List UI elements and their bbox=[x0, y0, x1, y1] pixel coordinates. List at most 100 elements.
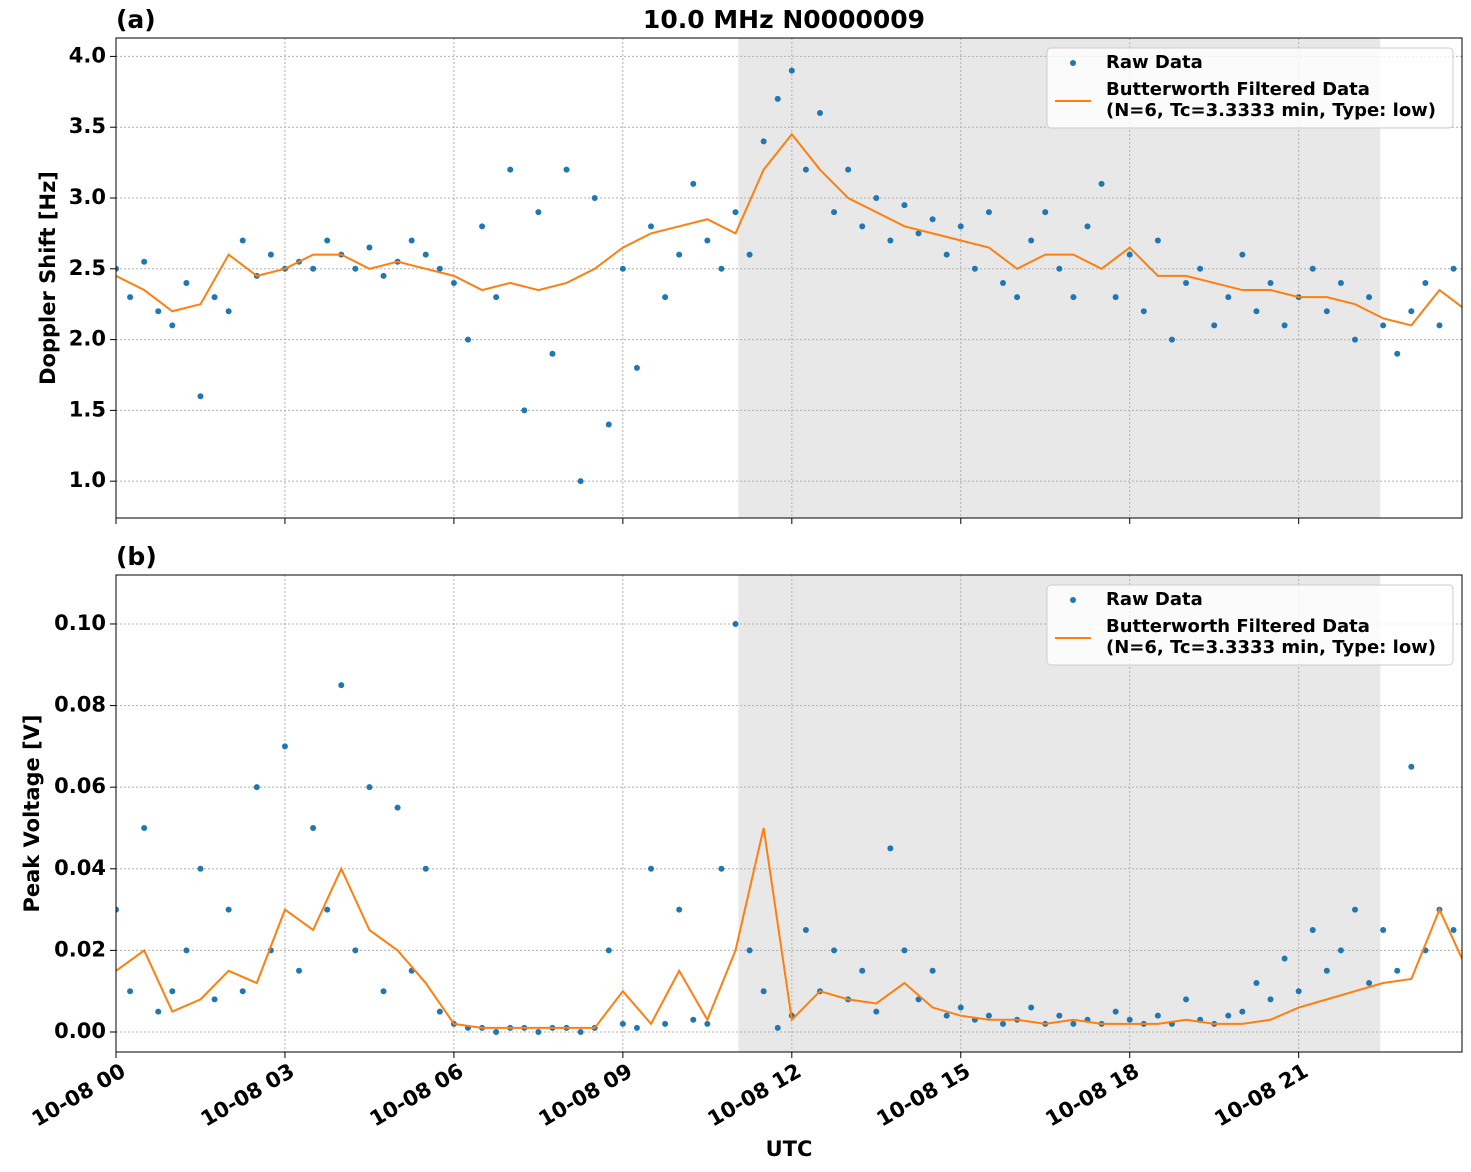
y-tick-label: 0.02 bbox=[54, 937, 106, 961]
raw-point bbox=[338, 682, 345, 689]
raw-point bbox=[408, 237, 415, 244]
raw-point bbox=[1351, 906, 1358, 913]
raw-point bbox=[915, 230, 922, 237]
legend-label: Butterworth Filtered Data (N=6, Tc=3.3333… bbox=[1106, 616, 1436, 658]
y-tick-label: 3.0 bbox=[69, 185, 106, 209]
x-tick-label: 10-08 18 bbox=[1041, 1059, 1143, 1132]
raw-point bbox=[957, 1004, 964, 1011]
raw-point bbox=[1465, 308, 1471, 314]
raw-point bbox=[774, 95, 781, 102]
raw-point bbox=[1070, 294, 1077, 301]
raw-point bbox=[352, 265, 359, 272]
axes-frame bbox=[115, 37, 1463, 519]
plot-area bbox=[116, 67, 1471, 485]
raw-point bbox=[436, 1008, 443, 1015]
raw-point bbox=[901, 947, 908, 954]
raw-point bbox=[1014, 294, 1021, 301]
raw-point bbox=[1465, 968, 1471, 974]
x-tick-label: 10-08 12 bbox=[704, 1059, 806, 1132]
raw-point bbox=[521, 407, 528, 414]
raw-point bbox=[1000, 279, 1007, 286]
raw-point bbox=[1295, 988, 1302, 995]
x-tick-label: 10-08 03 bbox=[197, 1059, 299, 1132]
raw-point bbox=[239, 237, 246, 244]
raw-point bbox=[1197, 265, 1204, 272]
raw-point bbox=[1028, 237, 1035, 244]
raw-point bbox=[1225, 294, 1232, 301]
raw-point bbox=[1281, 322, 1288, 329]
raw-point bbox=[1337, 279, 1344, 286]
raw-point bbox=[1253, 980, 1260, 987]
raw-point bbox=[324, 237, 331, 244]
raw-point bbox=[1056, 1012, 1063, 1019]
raw-point bbox=[116, 906, 119, 913]
raw-point bbox=[831, 209, 838, 216]
raw-point bbox=[1450, 265, 1457, 272]
raw-point bbox=[211, 294, 218, 301]
raw-point bbox=[1267, 279, 1274, 286]
raw-point bbox=[831, 947, 838, 954]
raw-point bbox=[366, 244, 373, 251]
raw-point bbox=[169, 322, 176, 329]
raw-point bbox=[1366, 980, 1373, 987]
raw-point bbox=[1084, 223, 1091, 230]
raw-point bbox=[1154, 1012, 1161, 1019]
legend-marker bbox=[1070, 597, 1076, 603]
raw-point bbox=[239, 988, 246, 995]
raw-point bbox=[1126, 1016, 1133, 1023]
raw-point bbox=[802, 166, 809, 173]
raw-point bbox=[479, 223, 486, 230]
raw-point bbox=[873, 1008, 880, 1015]
raw-point bbox=[211, 996, 218, 1003]
y-tick-label: 0.10 bbox=[54, 611, 106, 635]
raw-point bbox=[493, 1029, 500, 1036]
raw-point bbox=[619, 265, 626, 272]
raw-point bbox=[1183, 996, 1190, 1003]
y-tick-label: 0.04 bbox=[54, 856, 106, 880]
raw-point bbox=[127, 294, 134, 301]
x-tick-label: 10-08 06 bbox=[366, 1059, 468, 1132]
raw-point bbox=[985, 209, 992, 216]
x-axis-label: UTC bbox=[766, 1137, 813, 1161]
raw-point bbox=[1112, 1008, 1119, 1015]
raw-point bbox=[887, 845, 894, 852]
raw-point bbox=[887, 237, 894, 244]
raw-point bbox=[1408, 763, 1415, 770]
y-tick-label: 0.00 bbox=[54, 1019, 106, 1043]
raw-point bbox=[535, 209, 542, 216]
raw-point bbox=[718, 865, 725, 872]
y-tick-label: 1.5 bbox=[69, 397, 106, 421]
raw-point bbox=[943, 1012, 950, 1019]
raw-point bbox=[648, 865, 655, 872]
raw-point bbox=[1309, 926, 1316, 933]
raw-point bbox=[605, 421, 612, 428]
raw-point bbox=[464, 336, 471, 343]
raw-point bbox=[493, 294, 500, 301]
raw-point bbox=[1267, 996, 1274, 1003]
raw-point bbox=[535, 1029, 542, 1036]
raw-point bbox=[1408, 308, 1415, 315]
raw-point bbox=[1098, 180, 1105, 187]
raw-point bbox=[676, 906, 683, 913]
raw-point bbox=[450, 279, 457, 286]
y-tick-label: 0.08 bbox=[54, 693, 106, 717]
legend-marker bbox=[1070, 60, 1076, 66]
panel-label: (b) bbox=[116, 542, 157, 571]
raw-point bbox=[577, 1029, 584, 1036]
raw-point bbox=[929, 967, 936, 974]
raw-point bbox=[1070, 1020, 1077, 1027]
raw-point bbox=[633, 1024, 640, 1031]
raw-point bbox=[1323, 967, 1330, 974]
raw-point bbox=[873, 195, 880, 201]
raw-point bbox=[704, 1020, 711, 1027]
raw-point bbox=[605, 947, 612, 954]
raw-point bbox=[1337, 947, 1344, 954]
raw-point bbox=[1042, 209, 1049, 216]
legend-label: Butterworth Filtered Data (N=6, Tc=3.3333… bbox=[1106, 79, 1436, 121]
y-tick-label: 4.0 bbox=[69, 43, 106, 67]
raw-point bbox=[1112, 294, 1119, 301]
raw-point bbox=[591, 195, 598, 201]
raw-point bbox=[1394, 967, 1401, 974]
raw-point bbox=[1168, 336, 1175, 343]
raw-point bbox=[943, 251, 950, 258]
